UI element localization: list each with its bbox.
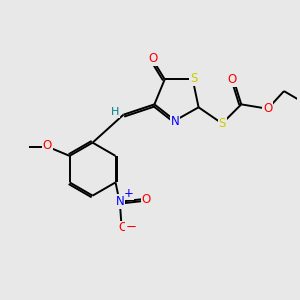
Text: H: H [111, 107, 119, 117]
Text: −: − [125, 220, 136, 234]
Text: O: O [228, 73, 237, 86]
Text: O: O [263, 102, 272, 115]
Text: S: S [218, 117, 226, 130]
Text: O: O [43, 139, 52, 152]
Text: O: O [148, 52, 158, 65]
Text: O: O [118, 221, 128, 234]
Text: N: N [171, 115, 179, 128]
Text: +: + [124, 187, 134, 200]
Text: O: O [142, 193, 151, 206]
Text: N: N [116, 195, 124, 208]
Text: S: S [190, 72, 197, 85]
